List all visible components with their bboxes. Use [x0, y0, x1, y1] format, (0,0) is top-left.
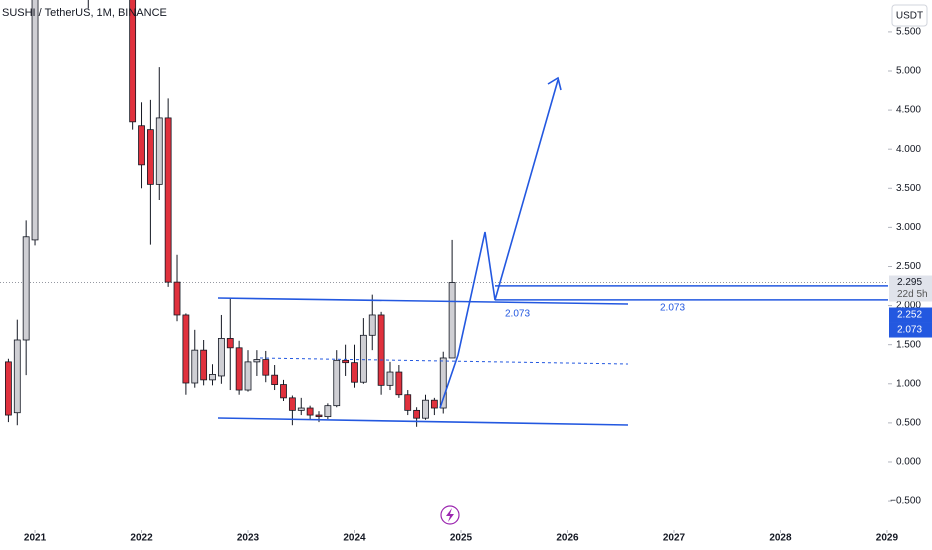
candle-body — [430, 399, 438, 409]
y-tick-label: −0.500 — [890, 496, 921, 507]
last-price-badge — [889, 275, 932, 302]
channel-top — [217, 297, 629, 305]
candle-body — [5, 361, 12, 416]
y-tick-label: 0.500 — [896, 418, 921, 429]
y-tick-label: 5.000 — [896, 66, 921, 77]
level-badge-label: 2.073 — [897, 325, 922, 336]
channel-mid — [259, 357, 629, 365]
last-price-label: 2.295 — [897, 277, 922, 288]
candle-body — [422, 399, 429, 419]
price-axis-bg — [888, 0, 932, 550]
y-tick-label: 4.500 — [896, 105, 921, 116]
candle-body — [333, 359, 341, 407]
candle-body — [351, 362, 358, 383]
x-tick-label: 2026 — [556, 533, 579, 544]
candle-body — [226, 338, 234, 349]
candle-body — [324, 405, 332, 418]
candle-body — [368, 314, 376, 336]
candle-body — [182, 314, 190, 384]
level-label: 2.073 — [660, 303, 685, 314]
candle-body — [138, 125, 145, 166]
candle-body — [191, 349, 199, 384]
candle-body — [22, 236, 30, 341]
chart-title: SUSHI / TetherUS, 1M, BINANCE — [2, 7, 167, 19]
y-tick-label: 2.000 — [896, 300, 921, 311]
countdown-label: 22d 5h — [897, 289, 928, 300]
candle-body — [262, 359, 270, 376]
candle-body — [386, 371, 394, 386]
candle-body — [244, 361, 252, 391]
x-tick-label: 2021 — [24, 533, 47, 544]
level-badge-label: 2.252 — [897, 310, 922, 321]
candle-body — [31, 0, 39, 241]
y-tick-label: 1.500 — [896, 339, 921, 350]
candle-body — [173, 281, 181, 316]
candle-body — [359, 334, 367, 383]
y-tick-label: 1.000 — [896, 378, 921, 389]
plot-area: 2.073 2.073 — [0, 0, 888, 427]
candle-body — [13, 339, 21, 414]
y-tick-label: 3.000 — [896, 222, 921, 233]
candle-body — [129, 0, 137, 123]
x-tick-label: 2025 — [450, 533, 473, 544]
x-tick-label: 2028 — [769, 533, 792, 544]
projection-path — [439, 79, 559, 409]
candle-body — [200, 349, 208, 381]
level-badge — [889, 307, 932, 323]
candle-body — [217, 338, 225, 377]
candle-body — [413, 409, 421, 419]
candle-body — [209, 373, 216, 381]
x-tick-label: 2023 — [237, 533, 260, 544]
level-label: 2.073 — [505, 309, 530, 320]
candle-body — [306, 407, 314, 416]
candle-body — [288, 397, 296, 411]
x-tick-label: 2029 — [876, 533, 899, 544]
y-tick-label: 5.500 — [896, 27, 921, 38]
candle-body — [271, 374, 279, 385]
channel-bottom — [217, 417, 629, 426]
candle-body — [315, 414, 323, 418]
currency-box[interactable] — [891, 4, 928, 27]
candle-body — [235, 347, 243, 391]
candle-body — [164, 117, 172, 283]
candle-body — [155, 117, 163, 185]
y-tick-label: 0.000 — [896, 457, 921, 468]
level-badge — [889, 322, 932, 338]
drawings — [217, 76, 629, 426]
candle-body — [297, 407, 305, 411]
candle-body — [146, 129, 154, 185]
y-tick-label: 2.500 — [896, 261, 921, 272]
currency: USDT — [896, 11, 923, 22]
candle-body — [280, 384, 287, 399]
y-tick-label: 4.000 — [896, 144, 921, 155]
event-bolt — [446, 508, 454, 522]
x-tick-label: 2024 — [343, 533, 366, 544]
x-tick-label: 2022 — [130, 533, 153, 544]
candle-body — [253, 359, 261, 363]
x-tick-label: 2027 — [663, 533, 686, 544]
axes: −0.500 0.000 0.500 1.000 1.500 2.000 2.500 3.00… — [24, 27, 922, 544]
candle-body — [342, 359, 350, 364]
candle-body — [404, 394, 412, 411]
candle-body — [439, 357, 447, 409]
candle-body — [395, 371, 403, 396]
y-tick-label: 3.500 — [896, 183, 921, 194]
candle-body — [377, 314, 385, 386]
candle-body — [448, 282, 456, 359]
arrow-head — [547, 76, 562, 91]
